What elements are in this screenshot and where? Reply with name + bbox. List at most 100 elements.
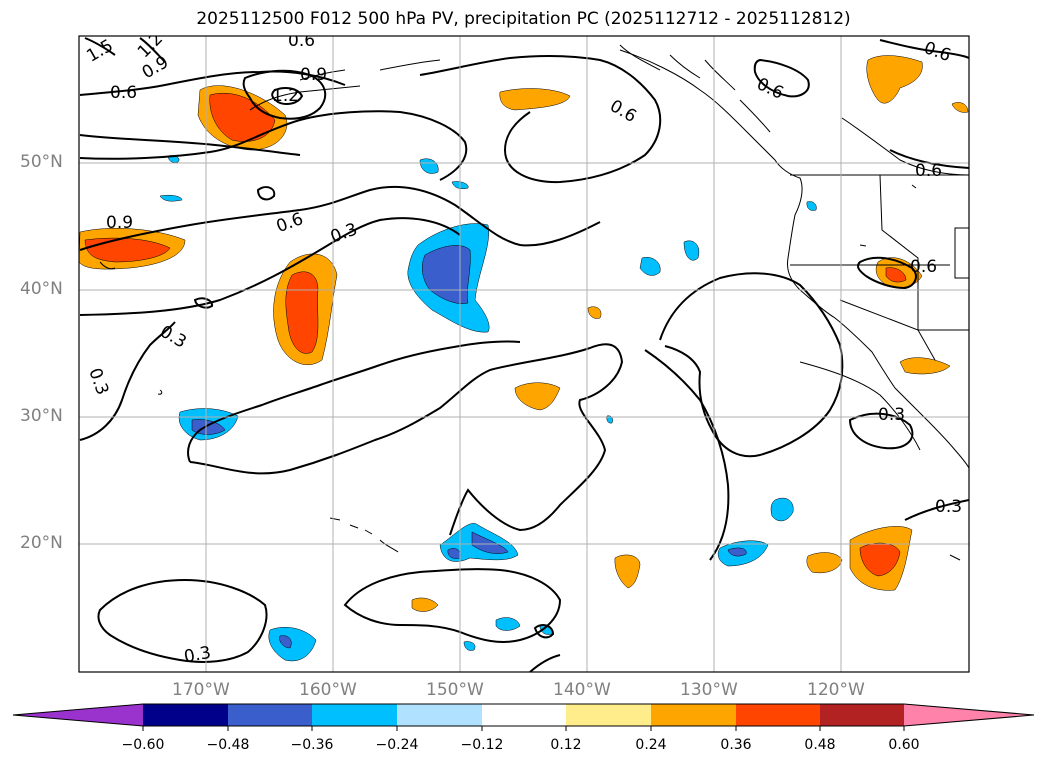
colorbar-bin [482,704,567,726]
pv-contour [271,87,304,105]
precip-positive-blob [614,554,641,589]
colorbar-bin [651,704,737,726]
lon-label-120w: 120°W [807,680,865,700]
precip-positive-blob [866,55,923,104]
colorbar-bin [143,704,229,726]
colorbar-tick-label: −0.36 [290,737,334,753]
pv-contour [533,624,555,639]
pv-contour [879,39,969,59]
lat-label-50n: 50°N [20,152,63,172]
pv-contour [79,217,461,316]
figure-title: 2025112500 F012 500 hPa PV, precipitatio… [196,9,851,29]
precip-negative-blob [495,617,521,631]
precipitation-shading [79,55,969,662]
colorbar-extend-low [13,704,143,726]
pv-contour [79,185,601,251]
pv-contour [659,272,844,458]
contour-label: 0.3 [156,322,189,353]
colorbar-extend-high [904,704,1034,726]
lat-label-30n: 30°N [20,406,63,426]
precip-negative-blob [770,497,794,522]
precip-negative-blob [159,194,183,202]
colorbar-bin [820,704,905,726]
pv-contour [889,149,969,169]
contour-label: 0.6 [110,83,137,103]
pv-contour [193,297,214,309]
contour-label: 0.6 [606,96,639,127]
contour-label: 0.6 [915,161,942,181]
lat-label-20n: 20°N [20,533,63,553]
precip-positive-blob [411,597,439,612]
contour-label: 0.6 [288,31,315,51]
precip-strong-negative-core [279,635,292,649]
colorbar-tick-label: 0.36 [720,737,752,753]
coastlines [99,44,969,561]
pv-contour [904,499,969,521]
lon-label-160w: 160°W [299,680,357,700]
pv-contour [79,321,176,441]
pv-contour [529,654,561,672]
precip-negative-blob [419,158,439,174]
pv-contour [256,186,276,201]
pv-contours [79,37,969,672]
colorbar-tick-label: −0.24 [375,737,419,753]
colorbar-tick-label: 0.24 [635,737,667,753]
precip-positive-blob [499,88,571,111]
colorbar-tick-label: 0.12 [550,737,582,753]
pv-contour [79,134,301,156]
precip-strong-positive-core [859,542,901,577]
precip-negative-blob [683,240,700,261]
precip-positive-blob [899,357,951,375]
pv-contour [848,412,914,450]
colorbar-tick-label: −0.60 [121,737,165,753]
map-frame [78,35,970,673]
lat-label-40n: 40°N [20,279,63,299]
precip-negative-blob [268,627,317,662]
contour-label: 0.3 [878,405,905,425]
contour-label: 0.9 [106,213,133,233]
precip-positive-blob [806,552,843,574]
lon-label-130w: 130°W [680,680,738,700]
colorbar-tick-label: 0.48 [804,737,836,753]
map-content: 1.5 1.2 0.9 0.6 0.9 0.6 1.2 0.6 0.6 0.6 … [79,31,969,672]
colorbar-tick-label: 0.60 [888,737,920,753]
colorbar [12,703,1035,731]
lon-label-170w: 170°W [172,680,230,700]
precip-positive-blob [514,382,561,411]
pv-contour [97,578,268,663]
lon-label-150w: 150°W [426,680,484,700]
contour-label: 0.6 [921,38,953,66]
colorbar-bin [312,704,398,726]
colorbar-tick-label: −0.48 [206,737,250,753]
pv-contour [139,37,166,63]
gridlines [79,36,969,672]
colorbar-bin [566,704,652,726]
pv-contour [187,340,521,463]
pv-contour [644,349,730,561]
pv-contour [857,256,917,290]
precip-negative-blob [606,415,613,424]
pv-contour [343,568,562,643]
colorbar-tick-label: −0.12 [460,737,504,753]
precip-strong-positive-core [285,271,319,354]
contour-label: 0.9 [300,65,327,85]
precip-strong-negative-core [471,531,509,554]
pv-contour [419,54,662,184]
contour-label: 1.2 [272,86,299,106]
precip-negative-blob [806,201,817,211]
colorbar-bin [736,704,821,726]
precip-negative-blob [463,641,476,651]
pv-contour [242,69,327,120]
contour-label: 0.6 [910,257,937,277]
contour-label: 0.3 [935,497,962,517]
lon-label-140w: 140°W [553,680,611,700]
precip-positive-blob [951,102,969,113]
pv-contour [189,343,624,536]
pv-contour [79,110,468,181]
contour-label: 0.3 [84,366,112,398]
precip-strong-positive-core [885,267,907,283]
colorbar-bin [397,704,483,726]
precip-strong-negative-core [727,547,747,557]
colorbar-bin [228,704,313,726]
